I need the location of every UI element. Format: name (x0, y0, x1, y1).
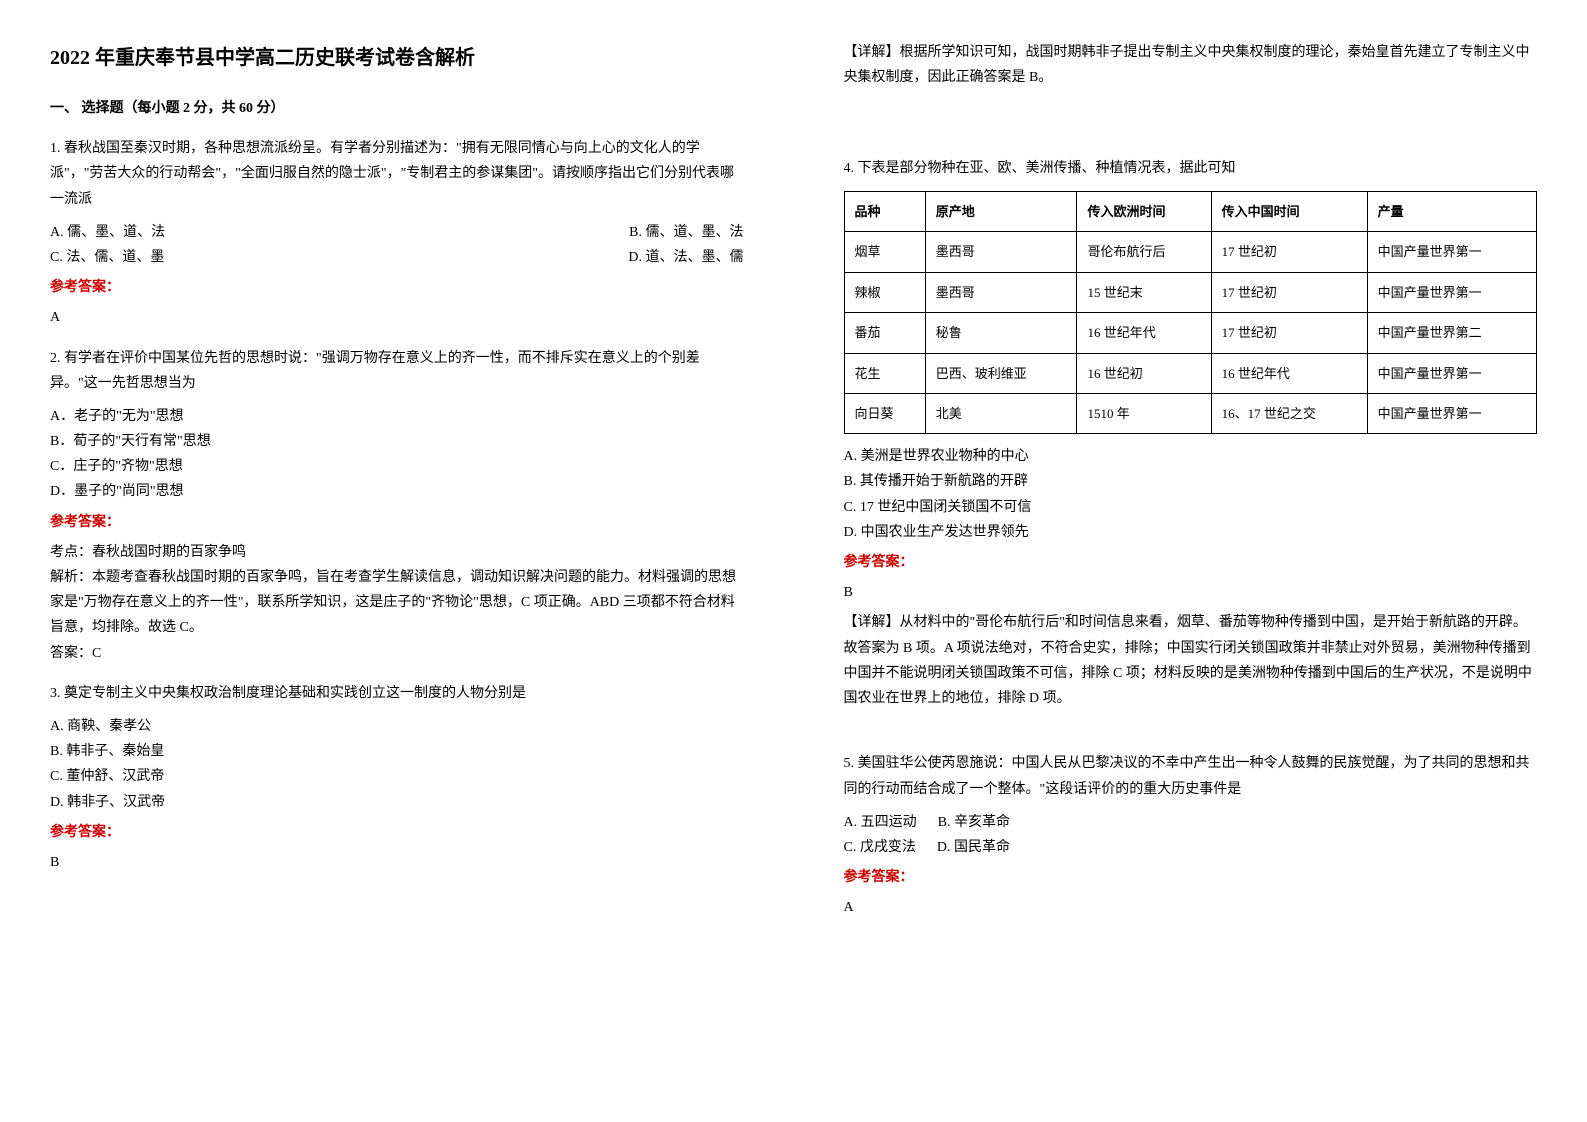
table-cell: 墨西哥 (925, 272, 1077, 312)
table-cell: 中国产量世界第一 (1367, 272, 1536, 312)
option-d: D. 国民革命 (937, 840, 1010, 855)
table-cell: 中国产量世界第一 (1367, 232, 1536, 272)
table-cell: 17 世纪初 (1211, 313, 1367, 353)
option-row: A. 儒、墨、道、法 B. 儒、道、墨、法 (50, 220, 744, 245)
table-header: 品种 (844, 191, 925, 231)
answer-label: 参考答案： (50, 820, 744, 845)
answer: B (844, 580, 1538, 605)
option-b: B．荀子的"天行有常"思想 (50, 429, 744, 454)
option-b: B. 辛亥革命 (938, 815, 1010, 830)
table-header: 传入中国时间 (1211, 191, 1367, 231)
option-a: A．老子的"无为"思想 (50, 404, 744, 429)
option-b: B. 儒、道、墨、法 (629, 220, 743, 245)
table-cell: 16 世纪初 (1077, 353, 1211, 393)
answer-label: 参考答案： (844, 550, 1538, 575)
option-d: D．墨子的"尚同"思想 (50, 479, 744, 504)
question-3: 3. 奠定专制主义中央集权政治制度理论基础和实践创立这一制度的人物分别是 A. … (50, 681, 744, 875)
table-cell: 向日葵 (844, 393, 925, 433)
table-header: 原产地 (925, 191, 1077, 231)
option-a: A. 商鞅、秦孝公 (50, 714, 744, 739)
option-d: D. 中国农业生产发达世界领先 (844, 520, 1538, 545)
table-row: 辣椒墨西哥15 世纪末17 世纪初中国产量世界第一 (844, 272, 1537, 312)
option-c: C. 戊戌变法 (844, 840, 916, 855)
answer: 答案：C (50, 641, 744, 666)
answer-label: 参考答案： (844, 865, 1538, 890)
q3-detail: 【详解】根据所学知识可知，战国时期韩非子提出专制主义中央集权制度的理论，秦始皇首… (844, 40, 1538, 90)
option-d: D. 道、法、墨、儒 (628, 245, 743, 270)
table-row: 花生巴西、玻利维亚16 世纪初16 世纪年代中国产量世界第一 (844, 353, 1537, 393)
table-cell: 秘鲁 (925, 313, 1077, 353)
option-a: A. 五四运动 (844, 815, 917, 830)
table-cell: 16 世纪年代 (1077, 313, 1211, 353)
option-a: A. 儒、墨、道、法 (50, 220, 165, 245)
option-row: A. 五四运动 B. 辛亥革命 (844, 810, 1538, 835)
table-header: 产量 (1367, 191, 1536, 231)
kaodian: 考点：春秋战国时期的百家争鸣 (50, 540, 744, 565)
table-cell: 16、17 世纪之交 (1211, 393, 1367, 433)
table-row: 烟草墨西哥哥伦布航行后17 世纪初中国产量世界第一 (844, 232, 1537, 272)
option-c: C. 17 世纪中国闭关锁国不可信 (844, 495, 1538, 520)
table-header-row: 品种 原产地 传入欧洲时间 传入中国时间 产量 (844, 191, 1537, 231)
option-row: C. 法、儒、道、墨 D. 道、法、墨、儒 (50, 245, 744, 270)
table-cell: 中国产量世界第一 (1367, 393, 1536, 433)
table-cell: 哥伦布航行后 (1077, 232, 1211, 272)
question-text: 2. 有学者在评价中国某位先哲的思想时说："强调万物存在意义上的齐一性，而不排斥… (50, 346, 744, 396)
answer: B (50, 850, 744, 875)
question-text: 5. 美国驻华公使芮恩施说：中国人民从巴黎决议的不幸中产生出一种令人鼓舞的民族觉… (844, 751, 1538, 801)
page-title: 2022 年重庆奉节县中学高二历史联考试卷含解析 (50, 40, 744, 76)
table-cell: 番茄 (844, 313, 925, 353)
left-column: 2022 年重庆奉节县中学高二历史联考试卷含解析 一、 选择题（每小题 2 分，… (0, 0, 794, 1122)
table-cell: 墨西哥 (925, 232, 1077, 272)
option-b: B. 其传播开始于新航路的开辟 (844, 469, 1538, 494)
option-c: C．庄子的"齐物"思想 (50, 454, 744, 479)
option-a: A. 美洲是世界农业物种的中心 (844, 444, 1538, 469)
option-c: C. 法、儒、道、墨 (50, 245, 164, 270)
answer: A (50, 305, 744, 330)
question-5: 5. 美国驻华公使芮恩施说：中国人民从巴黎决议的不幸中产生出一种令人鼓舞的民族觉… (844, 751, 1538, 920)
table-cell: 巴西、玻利维亚 (925, 353, 1077, 393)
question-2: 2. 有学者在评价中国某位先哲的思想时说："强调万物存在意义上的齐一性，而不排斥… (50, 346, 744, 666)
species-table: 品种 原产地 传入欧洲时间 传入中国时间 产量 烟草墨西哥哥伦布航行后17 世纪… (844, 191, 1538, 434)
table-cell: 中国产量世界第一 (1367, 353, 1536, 393)
table-cell: 16 世纪年代 (1211, 353, 1367, 393)
table-cell: 17 世纪初 (1211, 232, 1367, 272)
table-cell: 花生 (844, 353, 925, 393)
table-cell: 辣椒 (844, 272, 925, 312)
question-text: 1. 春秋战国至秦汉时期，各种思想流派纷呈。有学者分别描述为："拥有无限同情心与… (50, 136, 744, 212)
option-b: B. 韩非子、秦始皇 (50, 739, 744, 764)
answer: A (844, 895, 1538, 920)
answer-label: 参考答案： (50, 275, 744, 300)
section-header: 一、 选择题（每小题 2 分，共 60 分） (50, 96, 744, 121)
table-cell: 北美 (925, 393, 1077, 433)
question-text: 4. 下表是部分物种在亚、欧、美洲传播、种植情况表，据此可知 (844, 156, 1538, 181)
q4-detail: 【详解】从材料中的"哥伦布航行后"和时间信息来看，烟草、番茄等物种传播到中国，是… (844, 610, 1538, 711)
table-header: 传入欧洲时间 (1077, 191, 1211, 231)
option-d: D. 韩非子、汉武帝 (50, 790, 744, 815)
option-c: C. 董仲舒、汉武帝 (50, 764, 744, 789)
jiexi: 解析：本题考查春秋战国时期的百家争鸣，旨在考查学生解读信息，调动知识解决问题的能… (50, 565, 744, 641)
right-column: 【详解】根据所学知识可知，战国时期韩非子提出专制主义中央集权制度的理论，秦始皇首… (794, 0, 1587, 1122)
table-cell: 中国产量世界第二 (1367, 313, 1536, 353)
question-4: 4. 下表是部分物种在亚、欧、美洲传播、种植情况表，据此可知 品种 原产地 传入… (844, 156, 1538, 711)
table-cell: 17 世纪初 (1211, 272, 1367, 312)
table-cell: 1510 年 (1077, 393, 1211, 433)
question-1: 1. 春秋战国至秦汉时期，各种思想流派纷呈。有学者分别描述为："拥有无限同情心与… (50, 136, 744, 330)
table-row: 向日葵北美1510 年16、17 世纪之交中国产量世界第一 (844, 393, 1537, 433)
question-text: 3. 奠定专制主义中央集权政治制度理论基础和实践创立这一制度的人物分别是 (50, 681, 744, 706)
table-cell: 烟草 (844, 232, 925, 272)
option-row: C. 戊戌变法 D. 国民革命 (844, 835, 1538, 860)
table-row: 番茄秘鲁16 世纪年代17 世纪初中国产量世界第二 (844, 313, 1537, 353)
table-cell: 15 世纪末 (1077, 272, 1211, 312)
answer-label: 参考答案： (50, 510, 744, 535)
